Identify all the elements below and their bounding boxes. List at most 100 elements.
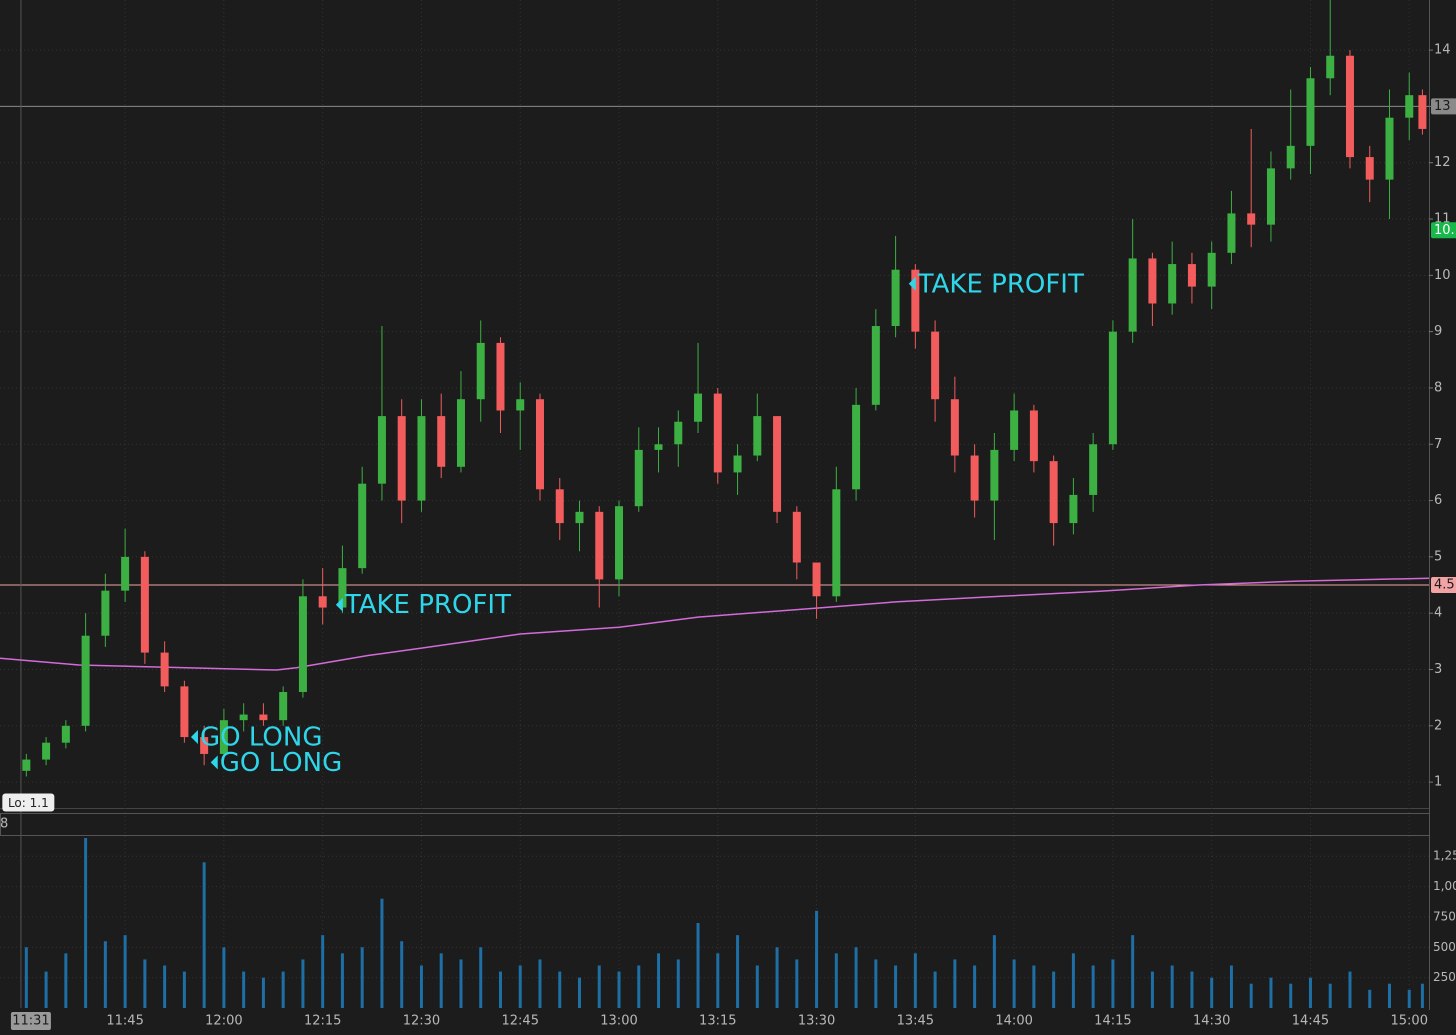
volume-bar	[1289, 983, 1293, 1008]
volume-bar	[1407, 989, 1411, 1008]
candle-body	[1128, 258, 1137, 332]
candle-body	[753, 416, 762, 456]
candle-body	[496, 342, 505, 411]
annotation-arrow	[190, 730, 198, 745]
y-tick-label: 1	[1434, 775, 1442, 790]
volume-bar	[479, 947, 483, 1008]
volume-tick-label: 1,25	[1433, 849, 1456, 863]
volume-bar	[874, 959, 878, 1008]
candle-body	[792, 511, 801, 563]
volume-bar	[202, 862, 206, 1008]
candle-body	[1148, 258, 1157, 304]
volume-bar	[1387, 983, 1391, 1008]
x-tick-label: 13:30	[798, 1014, 835, 1029]
crosshair-time-box	[10, 1012, 51, 1030]
price-marker-label: 10.	[1434, 223, 1455, 238]
volume-bar	[498, 971, 502, 1008]
price-label-box	[1431, 577, 1456, 594]
candle-body	[773, 416, 782, 512]
volume-bar	[400, 941, 404, 1008]
candle-body	[1418, 95, 1427, 129]
volume-bar	[222, 947, 226, 1008]
candle-body	[219, 720, 228, 754]
candle-body	[298, 596, 307, 693]
volume-bar	[736, 935, 740, 1008]
volume-bar	[163, 965, 167, 1008]
y-tick-label: 4	[1434, 606, 1442, 621]
candle-body	[891, 269, 900, 327]
volume-bar	[755, 965, 759, 1008]
volume-tick-label: 750	[1433, 909, 1456, 923]
volume-bar	[973, 965, 977, 1008]
volume-bar	[815, 910, 819, 1008]
candle-body	[200, 737, 209, 754]
volume-bar	[261, 977, 265, 1008]
volume-bar	[419, 965, 423, 1008]
volume-bar	[716, 953, 720, 1008]
volume-bar	[894, 965, 898, 1008]
candle-body	[733, 455, 742, 473]
volume-bar	[321, 935, 325, 1008]
volume-bar	[1210, 977, 1214, 1008]
candle-body	[81, 635, 90, 726]
volume-bar	[1150, 971, 1154, 1008]
volume-bar	[143, 959, 147, 1008]
annotation: GO LONG	[220, 748, 342, 778]
candle-body	[259, 714, 268, 721]
candle-body	[42, 742, 51, 760]
volume-bar	[103, 941, 107, 1008]
volume-bar	[380, 898, 384, 1008]
annotation: TAKE PROFIT	[344, 590, 511, 620]
candle-body	[22, 759, 31, 771]
candle-body	[1345, 55, 1354, 158]
x-tick-label: 12:00	[205, 1014, 242, 1029]
x-tick-label: 14:15	[1094, 1014, 1131, 1029]
x-tick-label: 14:30	[1193, 1014, 1230, 1029]
volume-bar	[1190, 971, 1194, 1008]
candle-body	[61, 725, 70, 743]
candle-body	[358, 483, 367, 569]
candle-body	[595, 511, 604, 580]
y-tick-label: 3	[1434, 662, 1442, 677]
volume-bar	[578, 977, 582, 1008]
low-label-box	[2, 793, 55, 812]
candle-body	[950, 399, 959, 456]
x-tick-label: 12:30	[403, 1014, 440, 1029]
volume-bar	[1111, 959, 1115, 1008]
candle-body	[1286, 145, 1295, 169]
candle-body	[911, 269, 920, 332]
volume-bar	[992, 935, 996, 1008]
candle-body	[239, 714, 248, 721]
price-label: 13	[1434, 99, 1451, 114]
x-tick-label: 13:45	[897, 1014, 934, 1029]
x-tick-label: 13:00	[600, 1014, 637, 1029]
candle-body	[140, 556, 149, 653]
candle-body	[338, 568, 347, 608]
candle-body	[812, 562, 821, 597]
y-tick-label: 2	[1434, 718, 1442, 733]
candle-body	[832, 489, 841, 597]
price-label-box	[1431, 98, 1456, 115]
candle-body	[1385, 117, 1394, 180]
candle-body	[1365, 157, 1374, 180]
volume-bar	[84, 838, 88, 1008]
candle-body	[1089, 444, 1098, 495]
candle-body	[1266, 168, 1275, 225]
low-label: Lo: 1.1	[8, 796, 49, 810]
candle-body	[180, 686, 189, 738]
volume-bar	[459, 959, 463, 1008]
volume-bar	[696, 923, 700, 1008]
candle-body	[476, 342, 485, 400]
y-tick-label: 7	[1434, 437, 1442, 452]
candle-body	[615, 506, 624, 580]
volume-bar	[834, 953, 838, 1008]
candle-body	[970, 455, 979, 501]
candle-body	[318, 596, 327, 608]
volume-bar	[637, 965, 641, 1008]
candle-body	[1405, 95, 1414, 118]
candle-body	[1010, 410, 1019, 450]
volume-bar	[1091, 965, 1095, 1008]
y-tick-label: 6	[1434, 493, 1442, 508]
